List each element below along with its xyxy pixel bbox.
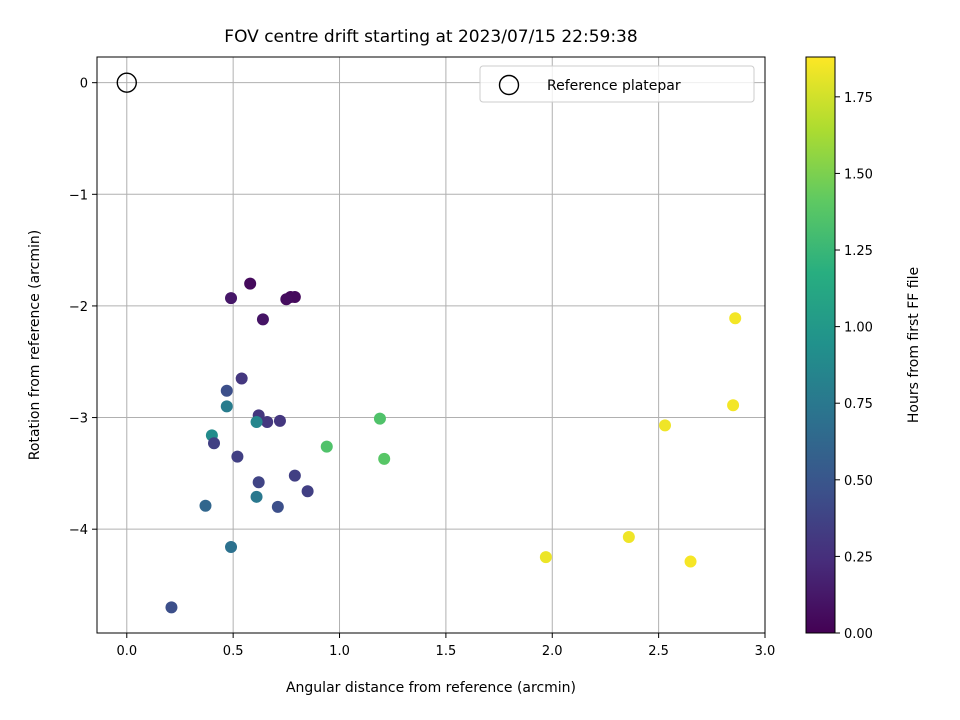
data-points [116, 72, 742, 614]
scatter-point [250, 416, 263, 429]
x-axis-label: Angular distance from reference (arcmin) [286, 680, 576, 696]
colorbar: 0.00 0.25 0.50 0.75 1.00 1.25 1.50 1.75 Hours f… [805, 56, 922, 642]
y-tick-label: −4 [69, 523, 88, 538]
scatter-point [320, 440, 333, 453]
colorbar-tick-label: 0.75 [844, 397, 873, 412]
scatter-point [199, 499, 212, 512]
colorbar-tick-label: 1.50 [844, 167, 873, 182]
scatter-point [288, 469, 301, 482]
scatter-point [250, 490, 263, 503]
colorbar-tick-label: 1.75 [844, 91, 873, 106]
scatter-point [280, 293, 293, 306]
scatter-point [220, 384, 233, 397]
scatter-point [165, 601, 178, 614]
x-tick-label: 2.0 [542, 644, 563, 659]
scatter-point [225, 292, 238, 305]
colorbar-tick-label: 0.00 [844, 627, 873, 642]
scatter-point [208, 437, 221, 450]
legend-entry-reference: Reference platepar [547, 78, 681, 94]
colorbar-label: Hours from first FF file [906, 267, 922, 423]
y-tick-label: −2 [69, 300, 88, 315]
x-tick-label: 2.5 [648, 644, 669, 659]
reference-platepar-marker [116, 72, 137, 93]
x-tick-label: 0.5 [223, 644, 244, 659]
scatter-point [252, 476, 265, 489]
y-tick-label: −1 [69, 188, 88, 203]
colorbar-tick-label: 1.25 [844, 244, 873, 259]
scatter-point [244, 277, 257, 290]
chart-title: FOV centre drift starting at 2023/07/15 … [224, 27, 637, 47]
scatter-point [273, 414, 286, 427]
scatter-point [231, 450, 244, 463]
colorbar-ticks: 0.00 0.25 0.50 0.75 1.00 1.25 1.50 1.75 [835, 91, 873, 642]
scatter-point [659, 419, 672, 432]
scatter-point [539, 551, 552, 564]
colorbar-tick-label: 1.00 [844, 321, 873, 336]
scatter-point [622, 531, 635, 543]
colorbar-tick-label: 0.50 [844, 474, 873, 489]
scatter-point [378, 452, 391, 465]
y-axis-label: Rotation from reference (arcmin) [27, 230, 43, 460]
x-tick-label: 1.0 [329, 644, 350, 659]
y-tick-label: −3 [69, 412, 88, 427]
y-tick-label: 0 [80, 77, 88, 92]
scatter-point [220, 400, 233, 413]
scatter-point [235, 372, 248, 385]
colorbar-gradient [805, 56, 836, 634]
x-tick-label: 0.0 [116, 644, 137, 659]
scatter-point [727, 399, 740, 412]
legend: Reference platepar [479, 65, 755, 103]
scatter-point [684, 555, 697, 568]
scatter-point [261, 416, 274, 429]
scatter-point [256, 313, 269, 326]
colorbar-tick-label: 0.25 [844, 550, 873, 565]
scatter-point [373, 412, 386, 425]
grid-lines [97, 57, 766, 633]
x-tick-label: 1.5 [436, 644, 457, 659]
x-tick-label: 3.0 [755, 644, 776, 659]
y-axis-ticks: 0 −1 −2 −3 −4 [69, 77, 97, 538]
scatter-point [301, 485, 314, 498]
legend-box [479, 65, 755, 103]
plot-frame [96, 56, 766, 634]
scatter-point [271, 500, 284, 513]
legend-marker [498, 74, 520, 96]
x-axis-ticks: 0.0 0.5 1.0 1.5 2.0 2.5 3.0 [116, 633, 775, 659]
scatter-point [225, 541, 238, 554]
scatter-point [729, 312, 742, 325]
